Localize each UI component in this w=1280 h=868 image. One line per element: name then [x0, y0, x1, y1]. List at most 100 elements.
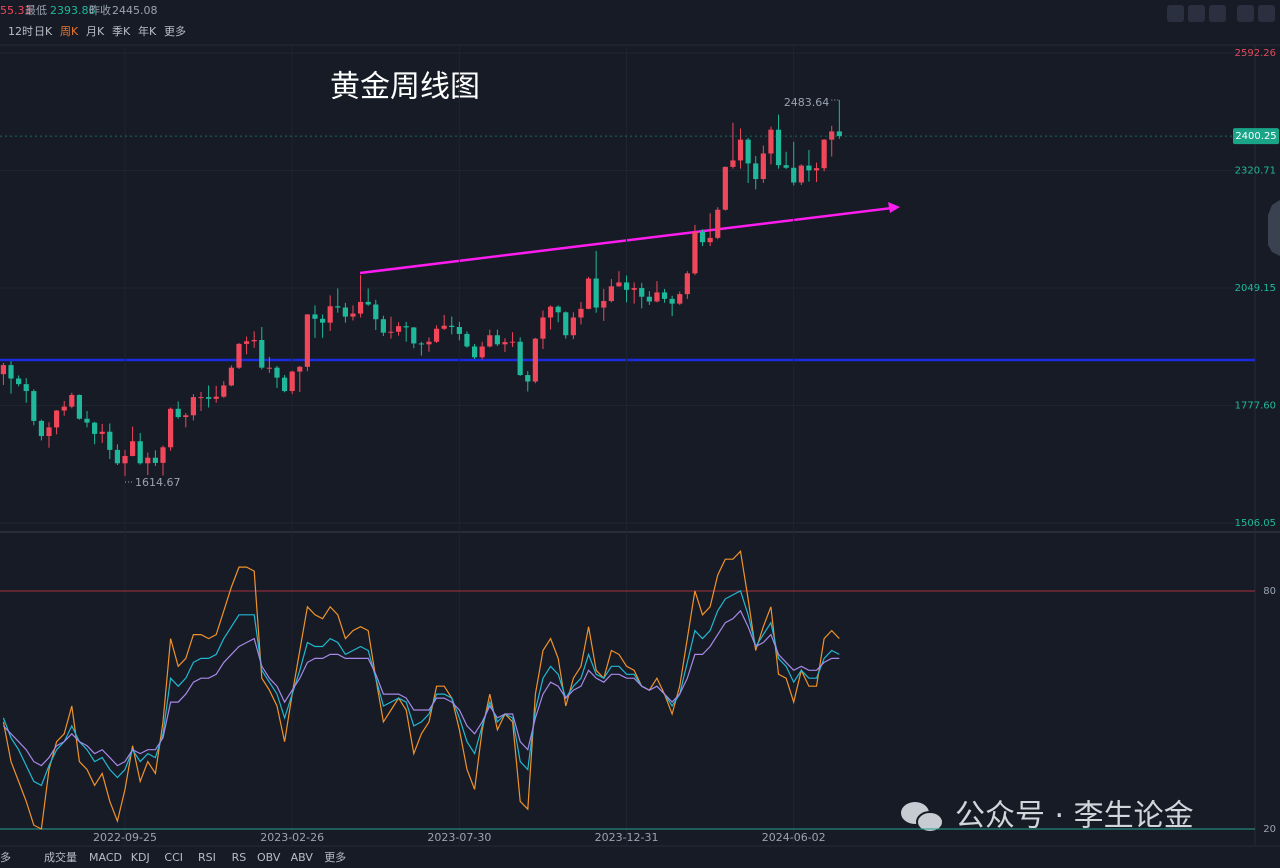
candle-body [122, 455, 128, 464]
timeframe-tab[interactable]: 更多 [164, 24, 186, 38]
candle-body [31, 391, 37, 421]
candle-body [783, 165, 789, 168]
y-tick-label: 20 [1263, 824, 1276, 835]
candle-body [707, 237, 713, 243]
candle-body [684, 273, 690, 295]
candle-body [251, 339, 257, 342]
toolbar-item[interactable]: ABV [291, 851, 314, 864]
candle-body [160, 447, 166, 463]
candle-body [722, 166, 728, 210]
candle-body [555, 306, 561, 313]
candle-body [517, 341, 523, 376]
toolbar-item[interactable]: RS [232, 851, 247, 864]
icon-button[interactable] [1188, 5, 1205, 22]
toolbar-item[interactable]: RSI [198, 851, 216, 864]
candle-body [768, 129, 774, 154]
toolbar-item[interactable]: 更多 [0, 850, 11, 864]
candle-body [502, 342, 508, 345]
candle-body [380, 319, 386, 333]
candle-body [190, 397, 196, 416]
trend-arrow [888, 202, 900, 213]
candle-body [791, 167, 797, 183]
toolbar-item[interactable]: MACD [89, 851, 122, 864]
candle-body [327, 306, 333, 323]
candle-body [745, 139, 751, 164]
low-label: 1614.67 [135, 476, 181, 489]
indicator-line [2, 609, 840, 767]
candle-body [61, 406, 67, 411]
candle-body [145, 457, 151, 464]
candle-body [692, 231, 698, 274]
candle-body [319, 318, 326, 323]
icon-button[interactable] [1258, 5, 1275, 22]
toolbar-item[interactable]: 更多 [324, 850, 346, 864]
candle-body [69, 394, 75, 407]
candle-body [46, 427, 52, 437]
icon-button[interactable] [1167, 5, 1184, 22]
toolbar-item[interactable]: KDJ [131, 851, 150, 864]
top-icons[interactable] [1167, 5, 1275, 22]
candle-body [137, 441, 143, 464]
timeframe-tab[interactable]: 12时 [8, 25, 33, 38]
candle-body [335, 306, 341, 308]
price-tag [1233, 128, 1279, 145]
toolbar-item[interactable]: OBV [257, 851, 281, 864]
candle-body [243, 341, 250, 344]
timeframe-tab[interactable]: 季K [112, 25, 131, 38]
candle-body [730, 160, 736, 167]
candle-body [775, 129, 782, 166]
candle-body [99, 431, 105, 434]
header-value: 2393.86 [50, 4, 96, 17]
candle-body [525, 375, 531, 382]
timeframe-tab[interactable]: 年K [138, 24, 157, 38]
candle-body [547, 306, 554, 318]
icon-button[interactable] [1209, 5, 1226, 22]
candle-body [806, 165, 812, 171]
candle-body [373, 304, 379, 320]
toolbar-item[interactable]: 成交量 [44, 850, 77, 864]
candle-body [509, 341, 516, 343]
candle-body [639, 288, 645, 297]
candle-body [585, 278, 592, 309]
candle-body [38, 420, 45, 437]
candle-body [259, 339, 265, 368]
chart-title: 黄金周线图 [330, 70, 480, 105]
toolbar-item[interactable]: CCI [164, 851, 183, 864]
candle-body [471, 346, 478, 358]
icon-button[interactable] [1237, 5, 1254, 22]
candle-body [661, 292, 668, 299]
candle-body [0, 365, 7, 375]
candle-body [266, 367, 272, 369]
x-tick-label: 2023-02-26 [260, 831, 324, 844]
candle-body [760, 153, 766, 180]
candle-body [403, 326, 409, 328]
y-tick-label: 80 [1263, 586, 1276, 597]
candle-body [54, 410, 60, 428]
candle-body [84, 418, 90, 423]
y-tick-label: 2049.15 [1235, 283, 1276, 294]
candle-body [616, 282, 622, 287]
candle-body [312, 314, 318, 319]
candle-body [92, 422, 98, 434]
candle-body [677, 294, 683, 304]
timeframe-tab[interactable]: 周K [60, 25, 79, 38]
high-label: 2483.64 [784, 96, 830, 109]
candle-body [593, 278, 599, 308]
candle-body [456, 327, 462, 334]
timeframe-tab[interactable]: 日K [34, 25, 53, 38]
candle-body [449, 325, 455, 328]
candle-body [821, 139, 827, 169]
x-tick-label: 2023-07-30 [427, 831, 491, 844]
candle-body [411, 327, 417, 344]
candle-body [198, 397, 204, 399]
candle-body [829, 131, 835, 140]
candle-body [608, 286, 614, 302]
side-tab[interactable] [1268, 200, 1280, 256]
x-tick-label: 2023-12-31 [595, 831, 659, 844]
y-tick-label: 2320.71 [1235, 165, 1276, 176]
timeframe-tab[interactable]: 月K [86, 25, 105, 38]
candle-body [540, 317, 546, 339]
